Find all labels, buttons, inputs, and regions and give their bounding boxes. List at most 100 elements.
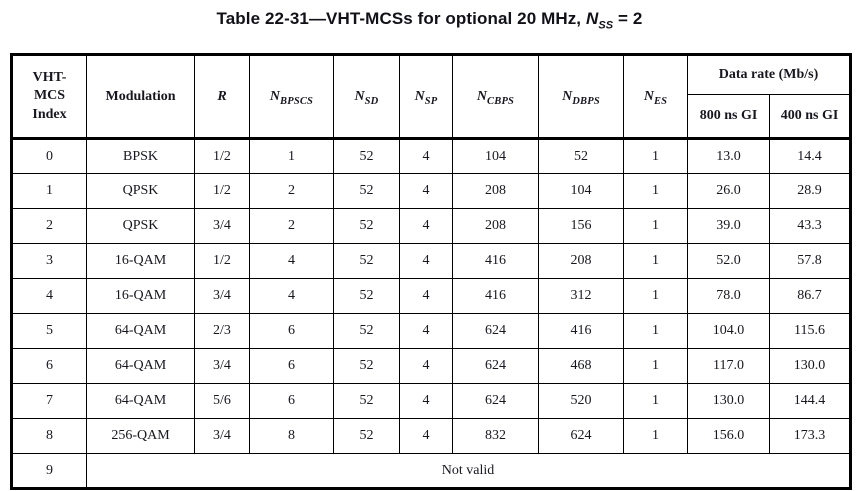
cell-nsd: 52 (333, 313, 400, 349)
cell-rate-800ns: 26.0 (687, 173, 770, 209)
cell-nsp: 4 (399, 138, 453, 174)
cell-rate-800ns: 104.0 (687, 313, 770, 349)
cell-nbpscs: 4 (249, 278, 334, 314)
cell-mcs-index: 5 (11, 313, 87, 349)
cell-nsp: 4 (399, 418, 453, 454)
table-row: 6 64-QAM 3/4 6 52 4 624 468 1 117.0 130.… (11, 348, 851, 384)
cell-nbpscs: 4 (249, 243, 334, 279)
cell-not-valid: Not valid (86, 453, 851, 489)
header-nbpscs: NBPSCS (249, 54, 334, 140)
table-row: 8 256-QAM 3/4 8 52 4 832 624 1 156.0 173… (11, 418, 851, 454)
header-400ns-gi: 400 ns GI (769, 94, 851, 140)
cell-nes: 1 (623, 383, 688, 419)
cell-nbpscs: 6 (249, 383, 334, 419)
cell-ndbps: 52 (538, 138, 624, 174)
cell-nsd: 52 (333, 383, 400, 419)
table-row: 4 16-QAM 3/4 4 52 4 416 312 1 78.0 86.7 (11, 278, 851, 314)
table-row: 5 64-QAM 2/3 6 52 4 624 416 1 104.0 115.… (11, 313, 851, 349)
cell-nes: 1 (623, 278, 688, 314)
cell-ncbps: 624 (452, 348, 539, 384)
cell-nsd: 52 (333, 138, 400, 174)
cell-nes: 1 (623, 313, 688, 349)
cell-coding-rate: 3/4 (194, 208, 250, 244)
cell-ncbps: 104 (452, 138, 539, 174)
cell-nsd: 52 (333, 348, 400, 384)
cell-nsp: 4 (399, 348, 453, 384)
cell-modulation: 64-QAM (86, 348, 195, 384)
cell-nsd: 52 (333, 418, 400, 454)
header-coding-rate: R (194, 54, 250, 140)
cell-mcs-index: 4 (11, 278, 87, 314)
cell-rate-800ns: 39.0 (687, 208, 770, 244)
cell-rate-800ns: 117.0 (687, 348, 770, 384)
cell-ncbps: 416 (452, 278, 539, 314)
table-row: 7 64-QAM 5/6 6 52 4 624 520 1 130.0 144.… (11, 383, 851, 419)
table-row: 1 QPSK 1/2 2 52 4 208 104 1 26.0 28.9 (11, 173, 851, 209)
caption-nss-variable: N (585, 9, 599, 28)
header-ncbps: NCBPS (452, 54, 539, 140)
cell-ncbps: 624 (452, 383, 539, 419)
cell-nbpscs: 6 (249, 313, 334, 349)
cell-mcs-index: 1 (11, 173, 87, 209)
cell-nsp: 4 (399, 313, 453, 349)
cell-coding-rate: 3/4 (194, 278, 250, 314)
header-nsd: NSD (333, 54, 400, 140)
caption-text-before: Table 22-31—VHT-MCSs for optional 20 MHz… (216, 9, 586, 28)
cell-nsp: 4 (399, 208, 453, 244)
cell-nsd: 52 (333, 278, 400, 314)
cell-nbpscs: 2 (249, 208, 334, 244)
cell-nbpscs: 2 (249, 173, 334, 209)
cell-rate-800ns: 130.0 (687, 383, 770, 419)
cell-mcs-index: 2 (11, 208, 87, 244)
cell-coding-rate: 5/6 (194, 383, 250, 419)
cell-rate-400ns: 115.6 (769, 313, 851, 349)
cell-mcs-index: 9 (11, 453, 87, 489)
cell-modulation: QPSK (86, 208, 195, 244)
cell-nes: 1 (623, 208, 688, 244)
cell-rate-400ns: 130.0 (769, 348, 851, 384)
cell-rate-800ns: 156.0 (687, 418, 770, 454)
cell-rate-400ns: 14.4 (769, 138, 851, 174)
cell-modulation: 64-QAM (86, 383, 195, 419)
cell-nsd: 52 (333, 243, 400, 279)
cell-rate-400ns: 57.8 (769, 243, 851, 279)
cell-rate-800ns: 13.0 (687, 138, 770, 174)
cell-coding-rate: 3/4 (194, 418, 250, 454)
cell-coding-rate: 1/2 (194, 173, 250, 209)
cell-modulation: QPSK (86, 173, 195, 209)
cell-ndbps: 520 (538, 383, 624, 419)
cell-rate-400ns: 86.7 (769, 278, 851, 314)
cell-rate-400ns: 43.3 (769, 208, 851, 244)
cell-modulation: 256-QAM (86, 418, 195, 454)
table-row: 0 BPSK 1/2 1 52 4 104 52 1 13.0 14.4 (11, 138, 851, 174)
cell-modulation: BPSK (86, 138, 195, 174)
cell-ncbps: 416 (452, 243, 539, 279)
cell-mcs-index: 6 (11, 348, 87, 384)
table-row-not-valid: 9 Not valid (11, 453, 851, 489)
cell-nsd: 52 (333, 173, 400, 209)
cell-coding-rate: 1/2 (194, 243, 250, 279)
cell-nsp: 4 (399, 173, 453, 209)
cell-mcs-index: 7 (11, 383, 87, 419)
cell-nes: 1 (623, 348, 688, 384)
header-data-rate-group: Data rate (Mb/s) (687, 54, 851, 95)
header-modulation: Modulation (86, 54, 195, 140)
cell-rate-400ns: 173.3 (769, 418, 851, 454)
cell-nsd: 52 (333, 208, 400, 244)
cell-ndbps: 312 (538, 278, 624, 314)
header-ndbps: NDBPS (538, 54, 624, 140)
header-nsp: NSP (399, 54, 453, 140)
cell-nbpscs: 6 (249, 348, 334, 384)
cell-nes: 1 (623, 138, 688, 174)
cell-coding-rate: 3/4 (194, 348, 250, 384)
table-row: 3 16-QAM 1/2 4 52 4 416 208 1 52.0 57.8 (11, 243, 851, 279)
cell-rate-800ns: 78.0 (687, 278, 770, 314)
cell-ndbps: 208 (538, 243, 624, 279)
cell-nsp: 4 (399, 243, 453, 279)
vht-mcs-table: VHT- MCS Index Modulation R NBPSCS NSD N… (10, 53, 852, 490)
cell-nsp: 4 (399, 383, 453, 419)
cell-coding-rate: 2/3 (194, 313, 250, 349)
cell-nbpscs: 8 (249, 418, 334, 454)
cell-ncbps: 208 (452, 208, 539, 244)
cell-mcs-index: 0 (11, 138, 87, 174)
